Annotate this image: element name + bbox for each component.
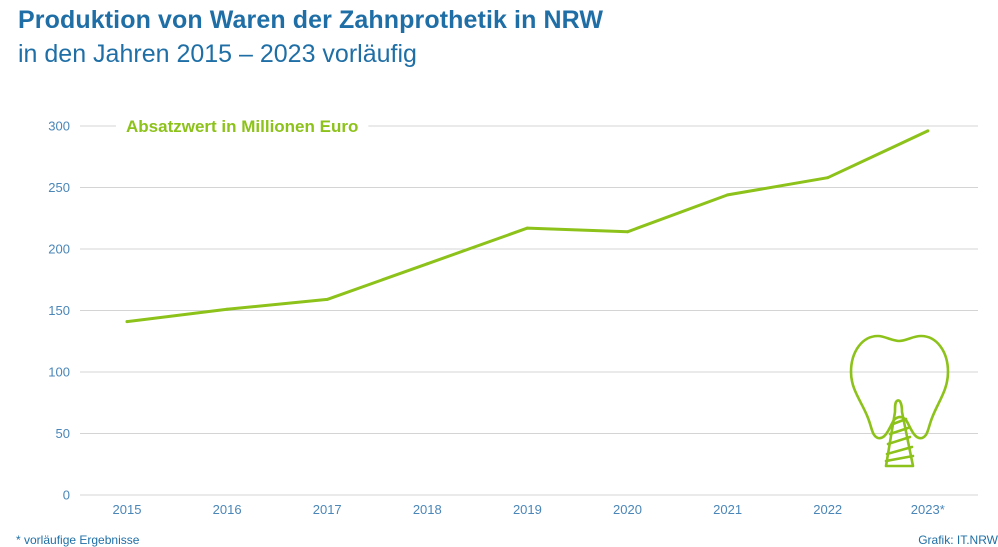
data-point: [225, 307, 229, 311]
source-credit: Grafik: IT.NRW: [918, 533, 998, 547]
y-tick-label: 0: [63, 488, 70, 503]
x-tick-label: 2017: [313, 502, 342, 517]
y-tick-label: 200: [48, 242, 70, 257]
x-tick-label: 2021: [713, 502, 742, 517]
series-layer: Absatzwert in Millionen Euro: [116, 115, 930, 324]
data-point: [626, 230, 629, 234]
x-tick-label: 2020: [613, 502, 642, 517]
series-label-backing: [116, 115, 369, 138]
x-tick-label: 2022: [813, 502, 842, 517]
data-point: [425, 262, 429, 266]
chart-subtitle: in den Jahren 2015 – 2023 vorläufig: [18, 40, 417, 68]
y-tick-label: 50: [56, 426, 70, 441]
y-tick-label: 300: [48, 119, 70, 134]
footnote: * vorläufige Ergebnisse: [16, 533, 140, 547]
data-point: [125, 320, 129, 324]
data-point: [325, 297, 329, 301]
series-label: Absatzwert in Millionen Euro: [126, 117, 358, 136]
y-axis-ticks: 0 50 100 150 200 250 300: [48, 119, 70, 503]
data-point: [726, 193, 730, 197]
gridlines: [80, 125, 978, 496]
data-point: [926, 129, 930, 133]
chart-title: Produktion von Waren der Zahnprothetik i…: [18, 6, 604, 34]
y-tick-label: 100: [48, 365, 70, 380]
y-tick-label: 250: [48, 180, 70, 195]
y-tick-label: 150: [48, 303, 70, 318]
x-tick-label: 2019: [513, 502, 542, 517]
series-line: [125, 129, 930, 324]
x-tick-label: 2023*: [911, 502, 945, 517]
x-tick-label: 2016: [213, 502, 242, 517]
data-point: [525, 226, 529, 230]
x-tick-label: 2018: [413, 502, 442, 517]
x-axis-ticks: 2015 2016 2017 2018 2019 2020 2021 2022 2023*: [113, 502, 945, 517]
data-point: [826, 176, 830, 180]
tooth-implant-icon: [849, 334, 950, 468]
x-tick-label: 2015: [113, 502, 142, 517]
